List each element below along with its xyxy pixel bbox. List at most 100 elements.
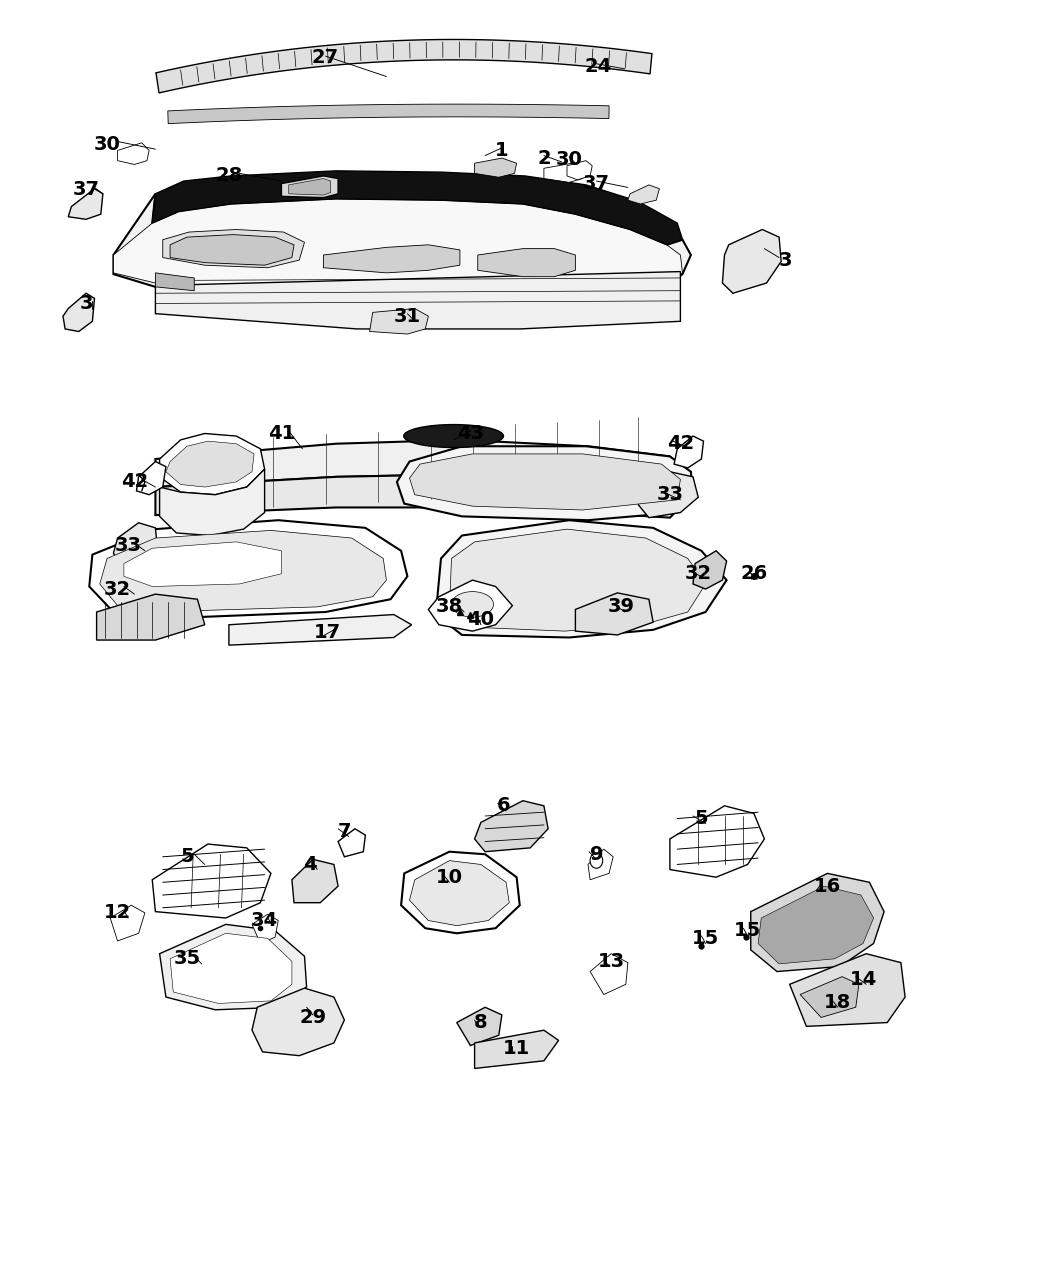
Polygon shape	[323, 245, 460, 273]
Text: 11: 11	[503, 1039, 530, 1057]
Text: 15: 15	[734, 922, 761, 940]
Text: 1: 1	[496, 142, 508, 159]
Polygon shape	[63, 293, 94, 332]
Polygon shape	[800, 977, 859, 1017]
Polygon shape	[478, 249, 575, 277]
Text: 2: 2	[538, 149, 550, 167]
Polygon shape	[722, 230, 781, 293]
Ellipse shape	[403, 425, 504, 448]
Polygon shape	[163, 230, 304, 268]
Text: 38: 38	[436, 598, 463, 616]
Text: 8: 8	[475, 1014, 487, 1031]
Text: 27: 27	[312, 48, 339, 66]
Polygon shape	[693, 551, 727, 589]
Polygon shape	[289, 179, 331, 195]
Polygon shape	[168, 105, 609, 124]
Text: 26: 26	[740, 565, 768, 583]
Text: 3: 3	[779, 251, 792, 269]
Polygon shape	[160, 434, 265, 495]
Polygon shape	[590, 954, 628, 995]
Text: 32: 32	[104, 580, 131, 598]
Polygon shape	[449, 529, 706, 631]
Polygon shape	[410, 861, 509, 926]
Text: 18: 18	[824, 993, 852, 1011]
Text: 7: 7	[338, 822, 351, 840]
Text: 35: 35	[173, 950, 201, 968]
Polygon shape	[397, 446, 693, 520]
Text: 33: 33	[656, 486, 684, 504]
Text: 41: 41	[268, 425, 295, 442]
Polygon shape	[401, 852, 520, 933]
Polygon shape	[113, 194, 691, 324]
Polygon shape	[68, 189, 103, 219]
Polygon shape	[110, 905, 145, 941]
Polygon shape	[544, 163, 586, 182]
Text: 17: 17	[314, 623, 341, 641]
Polygon shape	[113, 523, 158, 564]
Text: 30: 30	[555, 150, 583, 168]
Polygon shape	[475, 1030, 559, 1068]
Polygon shape	[155, 273, 194, 291]
Text: 16: 16	[814, 877, 841, 895]
Polygon shape	[674, 436, 704, 468]
Text: 6: 6	[498, 797, 510, 815]
Polygon shape	[475, 158, 517, 177]
Text: 31: 31	[394, 307, 421, 325]
Polygon shape	[252, 914, 278, 944]
Text: 10: 10	[436, 868, 463, 886]
Polygon shape	[790, 954, 905, 1026]
Polygon shape	[436, 520, 727, 638]
Polygon shape	[155, 440, 688, 487]
Polygon shape	[457, 1007, 502, 1046]
Polygon shape	[152, 844, 271, 918]
Polygon shape	[118, 143, 149, 164]
Polygon shape	[124, 542, 281, 586]
Polygon shape	[758, 886, 874, 964]
Ellipse shape	[452, 592, 494, 617]
Text: 9: 9	[590, 845, 603, 863]
Polygon shape	[628, 185, 659, 204]
Polygon shape	[155, 272, 680, 329]
Text: 37: 37	[583, 175, 610, 193]
Text: 32: 32	[685, 565, 712, 583]
Text: 28: 28	[215, 167, 243, 185]
Polygon shape	[638, 472, 698, 518]
Polygon shape	[170, 235, 294, 265]
Polygon shape	[156, 40, 652, 93]
Text: 5: 5	[695, 810, 708, 827]
Polygon shape	[229, 615, 412, 645]
Polygon shape	[588, 849, 613, 880]
Polygon shape	[100, 530, 386, 611]
Polygon shape	[338, 829, 365, 857]
Polygon shape	[292, 859, 338, 903]
Polygon shape	[475, 801, 548, 852]
Text: 24: 24	[585, 57, 612, 75]
Text: 4: 4	[303, 856, 316, 873]
Text: 42: 42	[667, 435, 694, 453]
Text: 30: 30	[93, 135, 121, 153]
Text: 34: 34	[251, 912, 278, 929]
Text: 33: 33	[114, 537, 142, 555]
Text: 3: 3	[80, 295, 92, 312]
Polygon shape	[152, 171, 682, 245]
Ellipse shape	[590, 853, 603, 868]
Polygon shape	[281, 176, 338, 198]
Polygon shape	[166, 441, 254, 487]
Text: 12: 12	[104, 904, 131, 922]
Polygon shape	[410, 454, 680, 510]
Text: 40: 40	[467, 611, 495, 629]
Polygon shape	[252, 988, 344, 1056]
Polygon shape	[136, 462, 166, 495]
Polygon shape	[160, 469, 265, 536]
Polygon shape	[113, 199, 682, 321]
Polygon shape	[751, 873, 884, 972]
Text: 29: 29	[299, 1009, 327, 1026]
Text: 43: 43	[457, 425, 484, 442]
Text: 14: 14	[849, 970, 877, 988]
Polygon shape	[89, 520, 407, 617]
Polygon shape	[97, 594, 205, 640]
Text: 5: 5	[181, 848, 193, 866]
Polygon shape	[670, 806, 764, 877]
Polygon shape	[428, 580, 512, 631]
Text: 39: 39	[608, 598, 635, 616]
